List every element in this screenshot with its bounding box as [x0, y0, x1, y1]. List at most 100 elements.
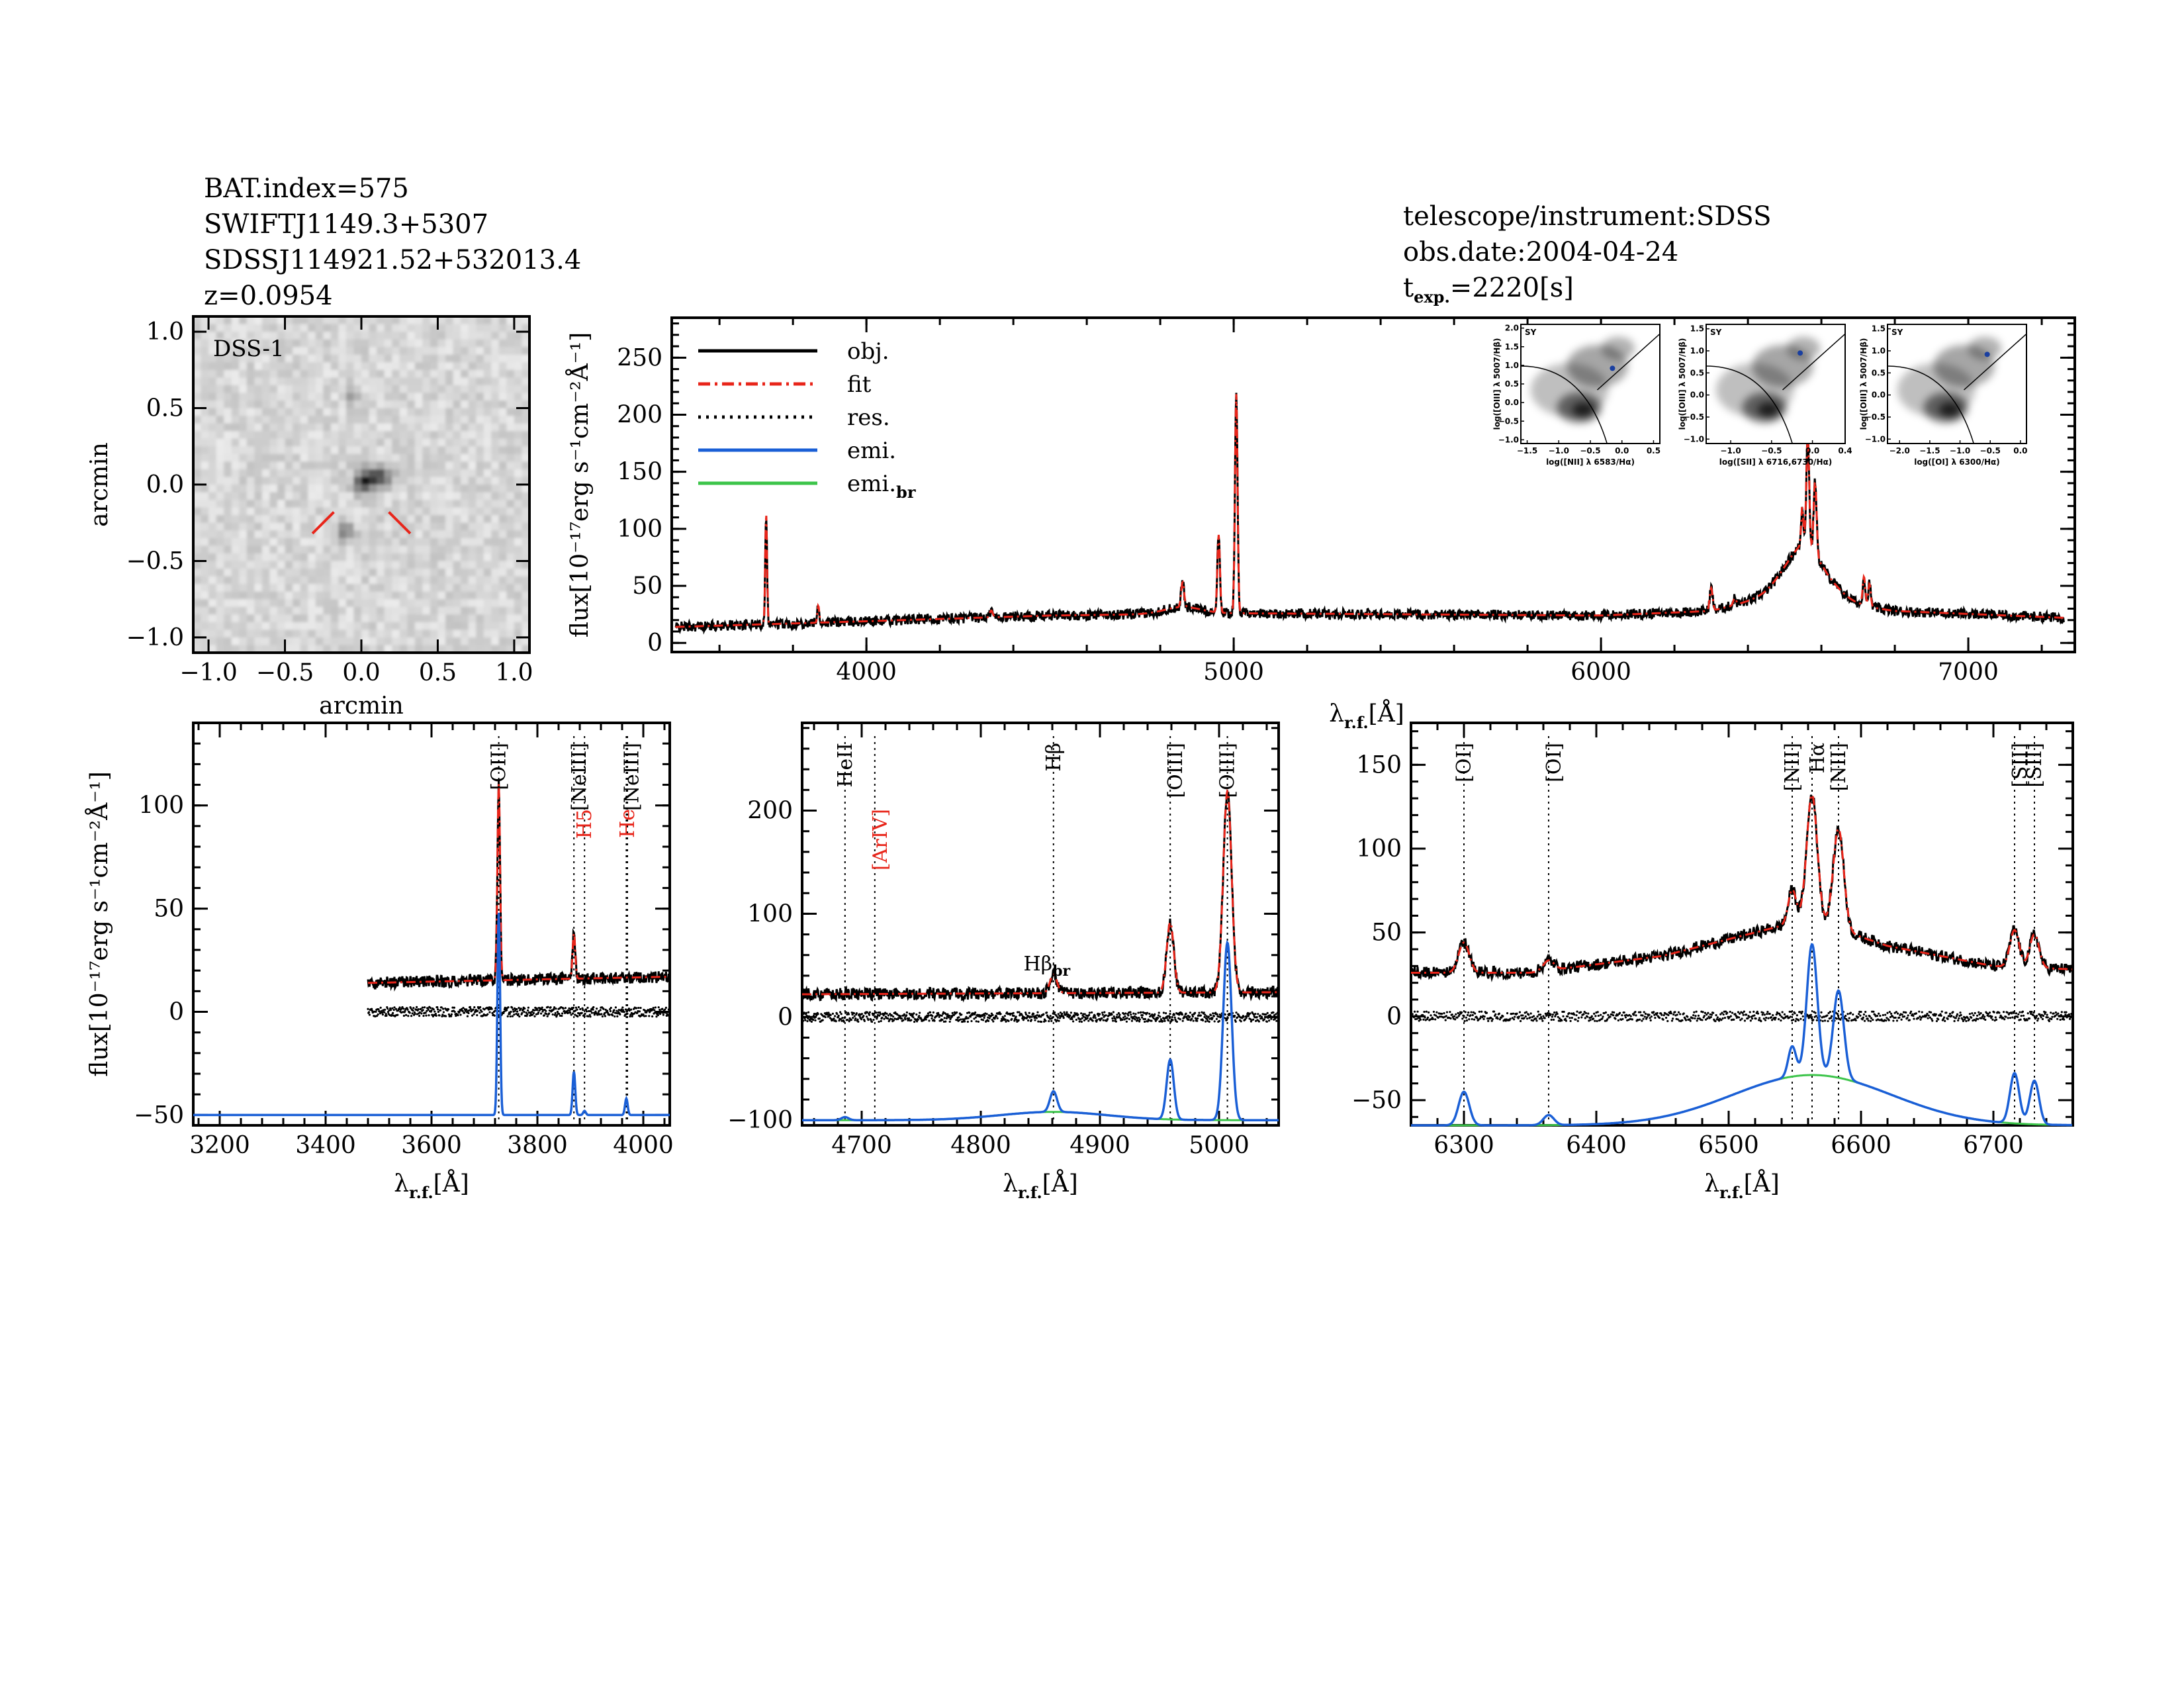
dss-pixel — [261, 553, 271, 562]
residual-point — [412, 1007, 415, 1009]
dss-pixel — [208, 332, 217, 340]
dss-pixel — [514, 492, 523, 500]
dss-pixel — [224, 645, 232, 653]
dss-pixel — [345, 485, 355, 493]
residual-point — [1080, 1020, 1083, 1023]
dss-pixel — [453, 339, 461, 348]
dss-pixel — [392, 591, 400, 600]
dss-pixel — [338, 423, 347, 432]
dss-pixel — [261, 324, 271, 332]
residual-point — [995, 1015, 998, 1017]
dss-pixel — [476, 530, 484, 539]
dss-pixel — [254, 614, 263, 623]
dss-pixel — [193, 453, 202, 462]
residual-point — [1445, 1011, 1449, 1013]
residual-point — [1869, 1019, 1872, 1023]
residual-point — [1752, 1010, 1755, 1013]
dss-pixel — [514, 400, 523, 409]
residual-point — [1641, 1014, 1644, 1017]
dss-pixel — [414, 385, 423, 394]
dss-pixel — [308, 461, 316, 470]
dss-pixel — [239, 645, 248, 653]
residual-point — [1955, 1015, 1958, 1017]
dss-pixel — [208, 316, 217, 325]
dss-pixel — [437, 645, 446, 653]
residual-point — [1054, 1011, 1056, 1014]
dss-pixel — [308, 369, 316, 378]
dss-pixel — [216, 485, 224, 493]
dss-pixel — [407, 485, 416, 493]
dss-pixel — [345, 538, 355, 546]
residual-point — [1478, 1010, 1480, 1013]
residual-point — [1931, 1019, 1934, 1022]
dss-pixel — [468, 332, 477, 340]
dss-pixel — [231, 453, 240, 462]
residual-point — [1276, 1016, 1279, 1019]
residual-point — [610, 1006, 612, 1009]
residual-point — [599, 1009, 602, 1011]
dss-pixel — [453, 377, 461, 386]
dss-pixel — [461, 614, 469, 623]
dss-pixel — [361, 545, 370, 554]
dss-pixel — [216, 400, 224, 409]
dss-pixel — [414, 400, 423, 409]
dss-pixel — [345, 515, 355, 524]
dss-pixel — [269, 584, 278, 592]
residual-point — [1205, 1015, 1208, 1017]
residual-point — [1458, 1013, 1461, 1016]
dss-pixel — [239, 630, 248, 638]
dss-pixel — [468, 500, 477, 508]
residual-point — [2054, 1011, 2058, 1014]
residual-point — [1470, 1011, 1473, 1013]
residual-point — [379, 1006, 382, 1009]
residual-point — [430, 1009, 433, 1012]
dss-pixel — [483, 347, 492, 355]
residual-point — [513, 1013, 516, 1016]
residual-point — [1658, 1017, 1661, 1019]
dss-pixel — [330, 469, 339, 478]
residual-point — [441, 1015, 443, 1018]
residual-point — [983, 1014, 986, 1017]
dss-pixel — [277, 637, 286, 646]
residual-point — [1852, 1013, 1854, 1016]
residual-point — [1729, 1015, 1732, 1017]
dss-pixel — [414, 630, 423, 638]
dss-pixel — [193, 354, 202, 363]
residual-point — [1463, 1019, 1466, 1023]
residual-point — [662, 1011, 664, 1014]
dss-pixel — [338, 569, 347, 577]
dss-pixel — [506, 515, 515, 524]
residual-point — [568, 1007, 570, 1009]
residual-point — [608, 1013, 611, 1016]
residual-point — [2050, 1011, 2052, 1014]
dss-pixel — [461, 553, 469, 562]
residual-point — [867, 1019, 870, 1021]
dss-pixel — [483, 369, 492, 378]
dss-pixel — [514, 469, 523, 478]
residual-point — [588, 1013, 591, 1016]
dss-pixel — [246, 339, 255, 348]
dss-pixel — [491, 637, 500, 646]
residual-point — [968, 1011, 971, 1014]
dss-pixel — [399, 561, 408, 569]
residual-point — [1412, 1016, 1416, 1019]
dss-pixel — [330, 423, 339, 432]
dss-pixel — [285, 324, 293, 332]
residual-point — [1768, 1013, 1771, 1015]
dss-pixel — [254, 431, 263, 440]
residual-point — [908, 1012, 911, 1015]
residual-point — [987, 1019, 990, 1023]
residual-point — [1146, 1011, 1149, 1014]
residual-point — [1461, 1017, 1464, 1020]
residual-point — [553, 1008, 555, 1011]
dss-pixel — [407, 461, 416, 470]
dss-pixel — [216, 569, 224, 577]
dss-pixel — [522, 561, 529, 569]
dss-pixel — [369, 469, 377, 478]
dss-pixel — [453, 438, 461, 447]
residual-point — [527, 1006, 530, 1009]
residual-point — [877, 1011, 880, 1014]
dss-pixel — [216, 453, 224, 462]
residual-point — [1535, 1019, 1538, 1022]
dss-pixel — [231, 393, 240, 401]
